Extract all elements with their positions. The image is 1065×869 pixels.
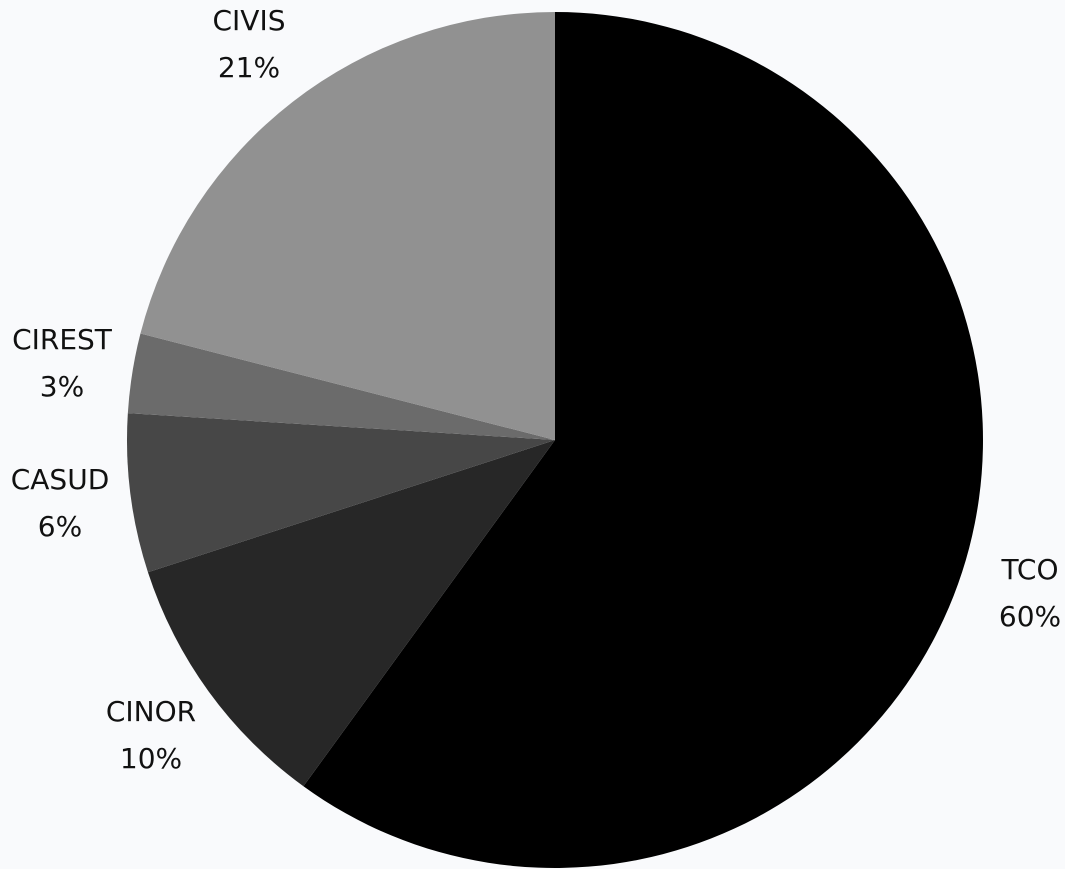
slice-value-label-civis: 21% — [218, 51, 280, 84]
slice-value-label-casud: 6% — [38, 510, 82, 543]
pie-slice-tco — [303, 12, 984, 868]
slice-label-civis: CIVIS — [213, 4, 286, 37]
slice-label-tco: TCO — [1000, 553, 1058, 586]
slice-label-casud: CASUD — [11, 463, 110, 496]
slice-label-cinor: CINOR — [106, 695, 196, 728]
pie-slice-cirest — [127, 333, 556, 440]
slice-value-label-cirest: 3% — [40, 370, 84, 403]
pie-slice-civis — [140, 12, 555, 440]
slice-value-label-cinor: 10% — [120, 742, 182, 775]
pie-slice-casud — [127, 413, 556, 573]
pie-slice-cinor — [147, 440, 555, 787]
slice-value-label-tco: 60% — [999, 600, 1061, 633]
slice-label-cirest: CIREST — [12, 323, 113, 356]
